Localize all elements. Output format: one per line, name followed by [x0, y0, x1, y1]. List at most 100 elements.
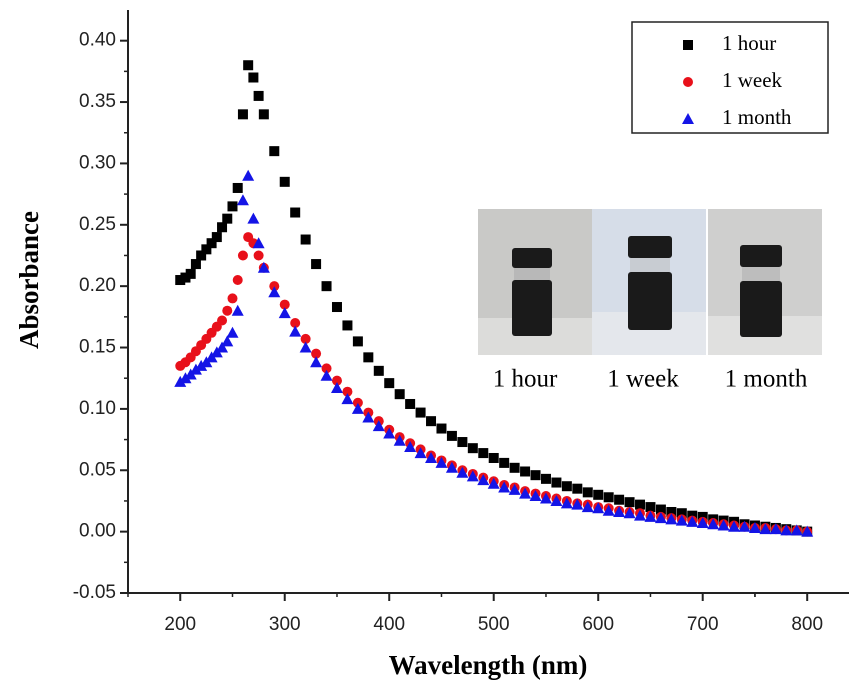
data-point	[551, 477, 562, 488]
data-point	[383, 427, 396, 439]
data-point	[707, 518, 720, 530]
data-point	[252, 237, 265, 249]
data-point	[299, 341, 312, 353]
data-point	[221, 335, 234, 347]
data-point	[561, 481, 572, 492]
data-point	[426, 416, 437, 427]
data-point	[227, 293, 238, 304]
data-point	[243, 60, 254, 71]
data-point	[331, 375, 342, 386]
data-point	[790, 524, 803, 536]
legend-label: 1 month	[722, 105, 792, 129]
data-point	[242, 169, 255, 181]
data-point	[393, 434, 406, 446]
data-point	[456, 466, 469, 478]
y-tick-label: 0.30	[79, 152, 116, 173]
data-point	[237, 109, 248, 120]
data-point	[216, 341, 229, 353]
data-point	[217, 315, 228, 326]
data-point	[435, 456, 448, 468]
data-point	[232, 182, 243, 193]
data-point	[613, 505, 626, 517]
data-point	[278, 307, 291, 319]
data-point	[341, 393, 354, 405]
data-point	[352, 336, 363, 347]
data-point	[498, 481, 511, 493]
data-point	[331, 302, 342, 313]
y-tick-label: 0.10	[79, 398, 116, 419]
data-point	[654, 512, 667, 524]
data-point	[676, 508, 687, 519]
data-point	[342, 320, 353, 331]
data-point	[253, 90, 264, 101]
data-point	[258, 109, 269, 120]
data-point	[201, 244, 212, 255]
y-tick-label: 0.20	[79, 275, 116, 296]
data-point	[530, 470, 541, 481]
y-axis-title: Absorbance	[14, 211, 44, 349]
data-point	[248, 72, 259, 83]
data-point	[519, 487, 532, 499]
data-point	[236, 194, 249, 206]
data-point	[279, 176, 290, 187]
data-point	[247, 212, 260, 224]
data-point	[457, 437, 468, 448]
data-point	[488, 452, 499, 463]
data-point	[780, 524, 793, 536]
x-axis-title: Wavelength (nm)	[389, 650, 588, 680]
data-point	[237, 250, 248, 261]
data-point	[769, 523, 782, 535]
y-tick-label: 0.05	[79, 459, 116, 480]
data-point	[321, 363, 332, 374]
x-tick-label: 500	[478, 614, 510, 635]
inset-label: 1 month	[725, 366, 808, 393]
data-point	[748, 521, 761, 533]
data-point	[415, 407, 426, 418]
data-point	[624, 497, 635, 508]
data-point	[217, 222, 228, 233]
data-point	[174, 375, 187, 387]
data-point	[373, 365, 384, 376]
data-point	[592, 502, 605, 514]
data-point	[227, 201, 238, 212]
data-point	[226, 326, 239, 338]
data-point	[540, 473, 551, 484]
data-point	[801, 525, 814, 537]
data-point	[342, 386, 353, 397]
legend-marker	[682, 113, 694, 124]
data-point	[311, 259, 322, 270]
data-point	[363, 352, 374, 363]
data-point	[509, 462, 520, 473]
data-point	[686, 515, 699, 527]
x-tick-label: 200	[164, 614, 196, 635]
data-point	[279, 299, 290, 310]
x-tick-label: 300	[269, 614, 301, 635]
data-point	[666, 506, 677, 517]
data-point	[269, 146, 280, 157]
data-point	[257, 261, 270, 273]
data-point	[759, 523, 772, 535]
data-point	[466, 470, 479, 482]
data-point	[520, 466, 531, 477]
y-tick-label: 0.25	[79, 214, 116, 235]
data-point	[268, 286, 281, 298]
data-point	[603, 492, 614, 503]
data-point	[300, 234, 311, 245]
data-point	[206, 238, 217, 249]
data-point	[634, 509, 647, 521]
inset-label: 1 week	[607, 366, 679, 393]
data-point	[311, 348, 322, 359]
data-point	[717, 519, 730, 531]
data-point	[289, 325, 302, 337]
data-point	[539, 492, 552, 504]
x-tick-label: 700	[687, 614, 719, 635]
data-point	[560, 497, 573, 509]
data-point	[189, 363, 202, 375]
legend-marker	[683, 77, 693, 87]
data-point	[614, 494, 625, 505]
data-point	[404, 440, 417, 452]
data-point	[310, 356, 323, 368]
data-point	[582, 487, 593, 498]
y-tick-label: -0.05	[73, 582, 116, 603]
